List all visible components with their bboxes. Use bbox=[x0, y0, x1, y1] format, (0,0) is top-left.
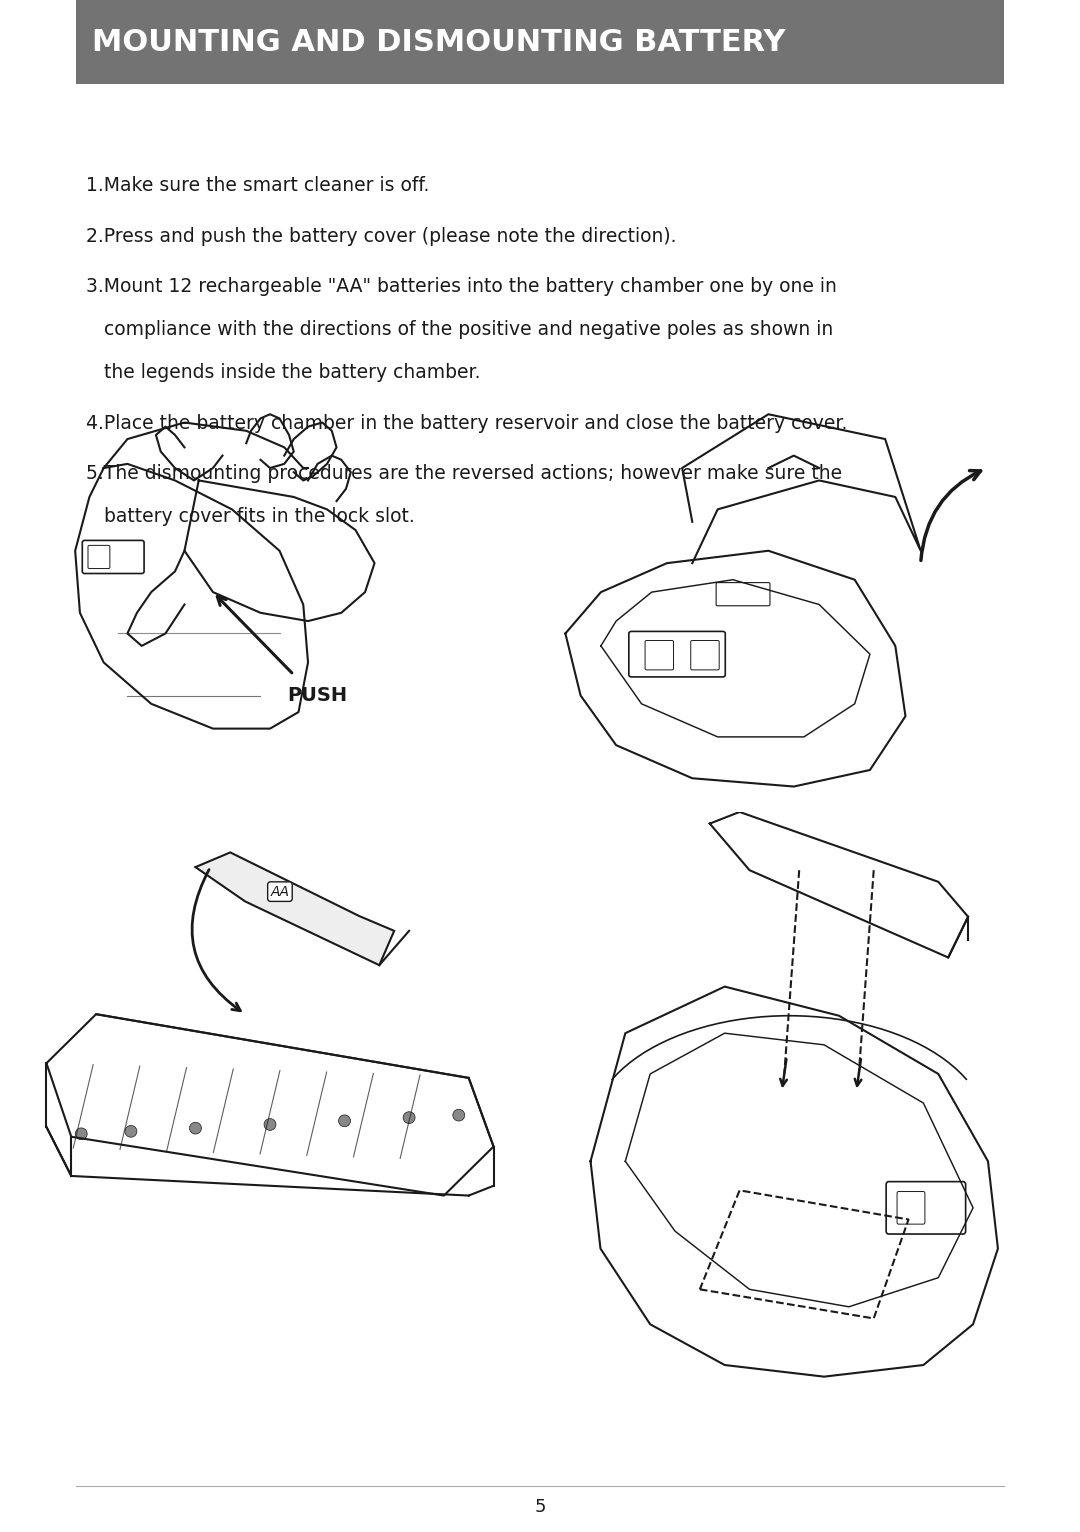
Text: the legends inside the battery chamber.: the legends inside the battery chamber. bbox=[86, 363, 481, 381]
Text: 5: 5 bbox=[535, 1498, 545, 1517]
Text: PUSH: PUSH bbox=[287, 686, 348, 705]
Text: 3.Mount 12 rechargeable "AA" batteries into the battery chamber one by one in: 3.Mount 12 rechargeable "AA" batteries i… bbox=[86, 277, 837, 296]
Text: 2.Press and push the battery cover (please note the direction).: 2.Press and push the battery cover (plea… bbox=[86, 227, 677, 245]
Text: compliance with the directions of the positive and negative poles as shown in: compliance with the directions of the po… bbox=[86, 320, 834, 339]
Text: MOUNTING AND DISMOUNTING BATTERY: MOUNTING AND DISMOUNTING BATTERY bbox=[92, 28, 785, 57]
Text: AA: AA bbox=[270, 884, 289, 899]
Circle shape bbox=[76, 1128, 87, 1140]
Circle shape bbox=[338, 1115, 351, 1126]
Text: 4.Place the battery chamber in the battery reservoir and close the battery cover: 4.Place the battery chamber in the batte… bbox=[86, 414, 848, 432]
Text: 1.Make sure the smart cleaner is off.: 1.Make sure the smart cleaner is off. bbox=[86, 176, 430, 195]
Circle shape bbox=[403, 1112, 415, 1123]
Circle shape bbox=[453, 1109, 464, 1121]
Polygon shape bbox=[195, 852, 394, 965]
FancyBboxPatch shape bbox=[76, 0, 1004, 84]
Text: battery cover fits in the lock slot.: battery cover fits in the lock slot. bbox=[86, 507, 415, 525]
Circle shape bbox=[264, 1118, 276, 1131]
Text: 5.The dismounting procedures are the reversed actions; however make sure the: 5.The dismounting procedures are the rev… bbox=[86, 464, 842, 483]
Circle shape bbox=[189, 1123, 202, 1134]
Circle shape bbox=[125, 1126, 137, 1137]
